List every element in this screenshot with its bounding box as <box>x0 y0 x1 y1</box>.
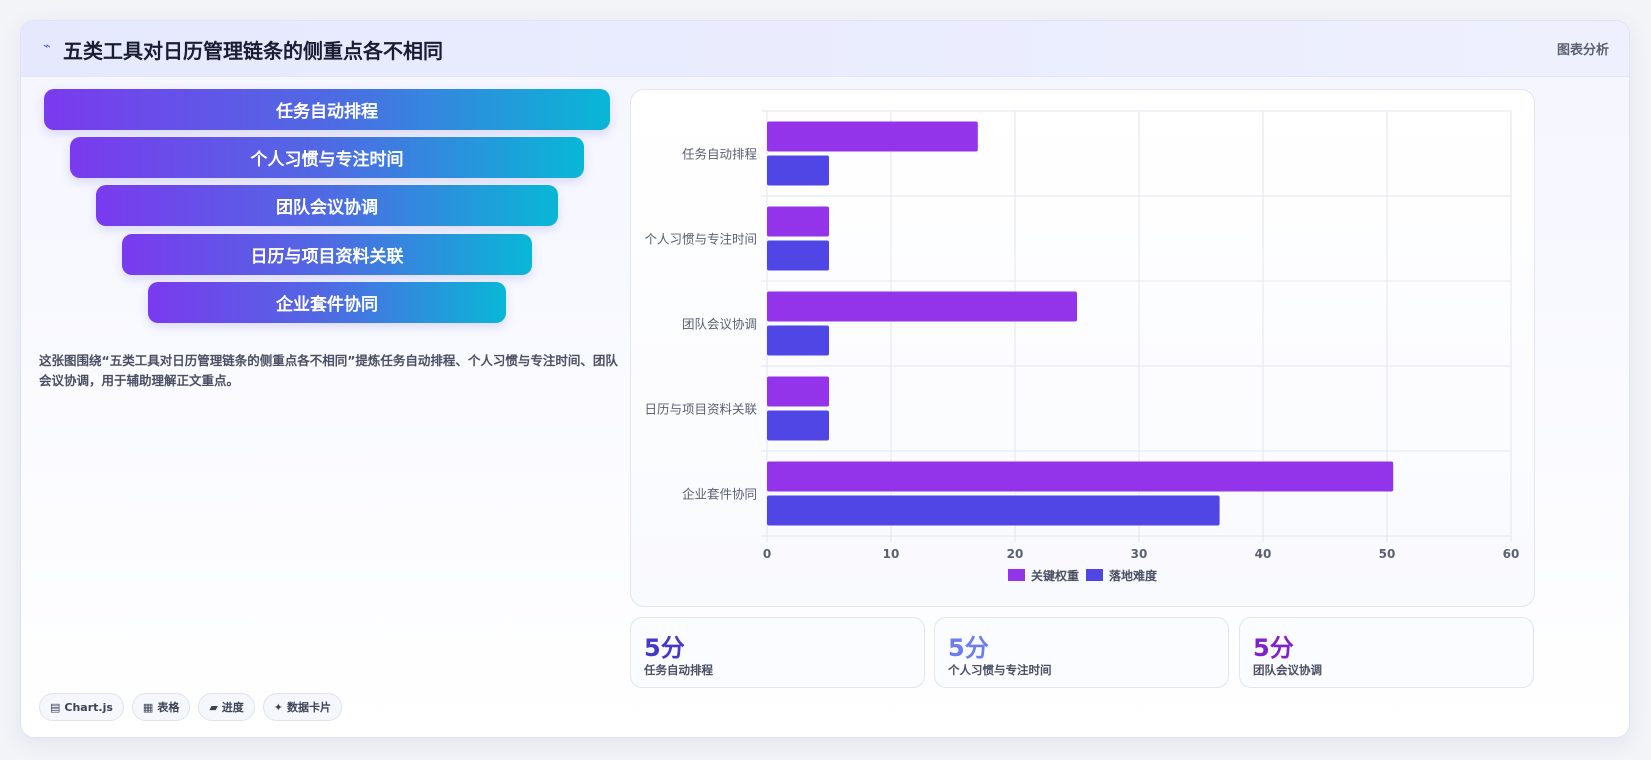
stat-value: 5分 <box>644 634 685 662</box>
chart-panel: 0 10 20 30 40 50 60 任务自动排程个人习惯与专注时间团队会议协调日历与项目资… <box>630 89 1535 607</box>
funnel-item-1: 任务自动排程 <box>44 89 610 130</box>
bar-difficulty <box>767 155 829 186</box>
chart-line-icon: ⌁ <box>43 39 51 54</box>
stat-card-3: 5分 团队会议协调 <box>1239 617 1534 688</box>
bar-weight <box>767 461 1394 492</box>
stat-card-2: 5分 个人习惯与专注时间 <box>934 617 1229 688</box>
funnel-item-3: 团队会议协调 <box>96 185 558 226</box>
tag-label: Chart.js <box>64 700 113 714</box>
bar-chart: 0 10 20 30 40 50 60 任务自动排程个人习惯与专注时间团队会议协调日历与项目资… <box>644 110 1520 583</box>
y-tick-label: 企业套件协同 <box>682 487 757 502</box>
y-tick-label: 团队会议协调 <box>682 317 757 332</box>
funnel-item-2: 个人习惯与专注时间 <box>70 137 584 178</box>
chart-icon: ▤ <box>50 700 61 714</box>
sparkle-icon: ✦ <box>273 700 284 714</box>
funnel-item-4: 日历与项目资料关联 <box>122 234 532 275</box>
legend-swatch <box>1086 569 1103 581</box>
bar-difficulty <box>767 410 829 441</box>
tag-list: ▤ Chart.js ▦ 表格 ▰ 进度 ✦ 数据卡片 <box>39 693 343 721</box>
bar-difficulty <box>767 325 829 356</box>
bar-difficulty <box>767 495 1220 526</box>
stat-label: 个人习惯与专注时间 <box>948 663 1052 677</box>
chart-analysis-label: 图表分析 <box>1556 43 1609 58</box>
x-tick-label: 20 <box>1007 547 1024 561</box>
bar-weight <box>767 291 1077 322</box>
stat-value: 5分 <box>948 634 989 662</box>
x-tick-label: 0 <box>763 547 771 561</box>
tag-progress[interactable]: ▰ 进度 <box>198 693 255 721</box>
tag-data-card[interactable]: ✦ 数据卡片 <box>262 693 343 721</box>
card-header: ⌁ 五类工具对日历管理链条的侧重点各不相同 图表分析 <box>21 21 1629 77</box>
tag-label: 进度 <box>221 701 244 714</box>
y-tick-label: 日历与项目资料关联 <box>644 402 757 417</box>
stat-label: 任务自动排程 <box>644 663 713 677</box>
x-tick-label: 10 <box>883 547 900 561</box>
y-tick-label: 个人习惯与专注时间 <box>644 232 757 247</box>
tag-table[interactable]: ▦ 表格 <box>131 693 191 721</box>
chart-card: ⌁ 五类工具对日历管理链条的侧重点各不相同 图表分析 任务自动排程 个人习惯与专… <box>20 20 1630 738</box>
tag-label: 表格 <box>157 701 180 714</box>
bar-weight <box>767 376 829 407</box>
stat-value: 5分 <box>1253 634 1294 662</box>
funnel-item-5: 企业套件协同 <box>148 282 506 323</box>
stat-label: 团队会议协调 <box>1253 663 1322 677</box>
x-tick-label: 60 <box>1503 547 1520 561</box>
x-tick-label: 50 <box>1379 547 1396 561</box>
table-icon: ▦ <box>142 700 154 714</box>
progress-icon: ▰ <box>209 700 218 714</box>
page-title: 五类工具对日历管理链条的侧重点各不相同 <box>63 39 443 63</box>
stat-card-1: 5分 任务自动排程 <box>630 617 925 688</box>
bar-weight <box>767 121 978 152</box>
bar-difficulty <box>767 240 829 271</box>
legend-label: 关键权重 <box>1031 568 1079 583</box>
bar-weight <box>767 206 829 237</box>
tag-chartjs[interactable]: ▤ Chart.js <box>39 693 124 721</box>
legend-swatch <box>1008 569 1025 581</box>
y-tick-label: 任务自动排程 <box>682 147 758 162</box>
legend-label: 落地难度 <box>1109 568 1158 583</box>
x-tick-label: 40 <box>1255 547 1272 561</box>
x-tick-label: 30 <box>1131 547 1148 561</box>
tag-label: 数据卡片 <box>287 701 332 714</box>
chart-description: 这张图围绕“五类工具对日历管理链条的侧重点各不相同”提炼任务自动排程、个人习惯与… <box>39 353 618 388</box>
